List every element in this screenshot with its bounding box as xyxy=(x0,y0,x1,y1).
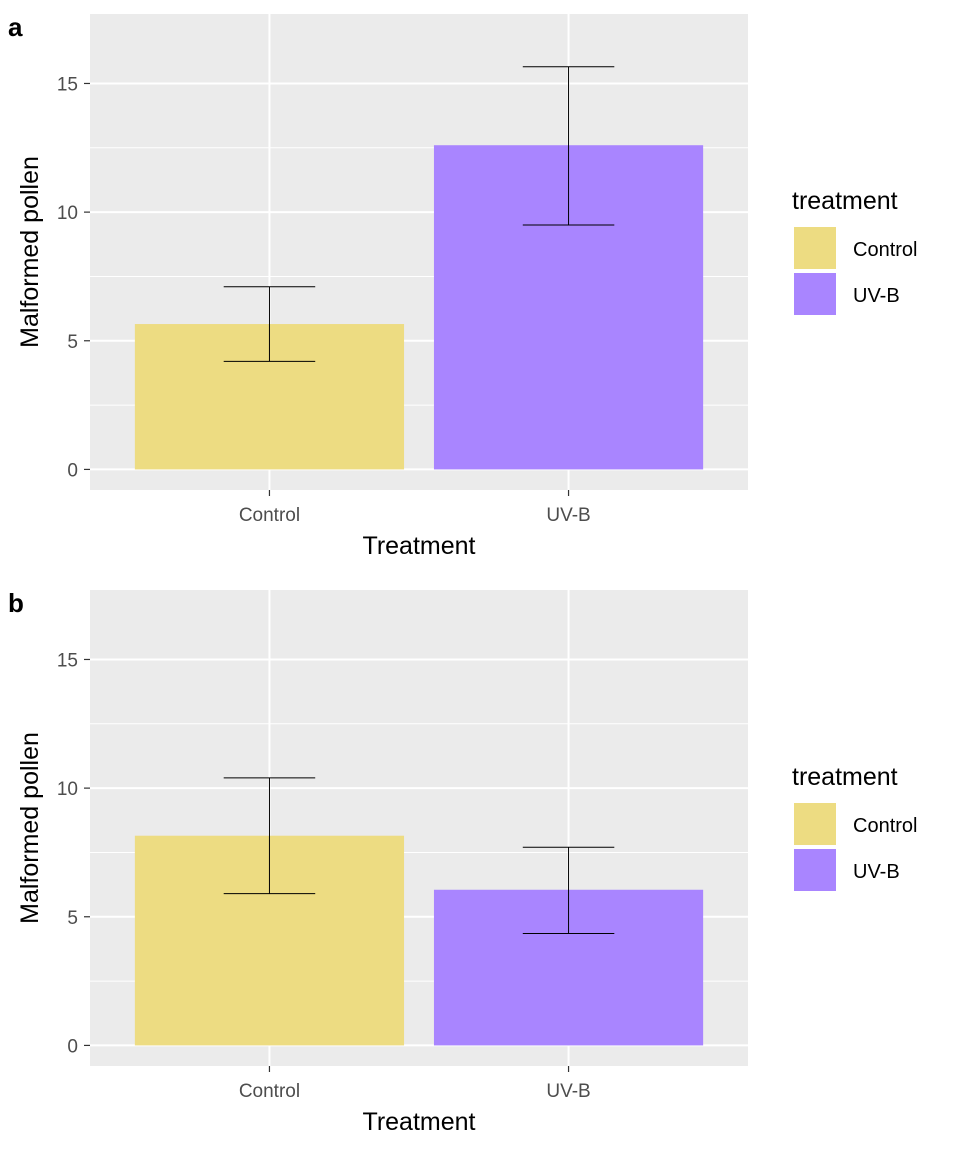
x-tick-label: Control xyxy=(239,505,300,526)
chart-panel-b: b 0 5 10 15 Control UV-B Treatment Malformed pol… xyxy=(8,588,917,1136)
panel-letter: a xyxy=(8,12,23,42)
y-tick-label: 10 xyxy=(57,779,78,800)
legend-label: UV-B xyxy=(853,285,900,307)
y-tick-label: 15 xyxy=(57,74,78,95)
error-bar xyxy=(223,777,316,895)
y-tick-label: 0 xyxy=(67,1036,78,1057)
error-bar xyxy=(522,66,615,226)
legend: treatment Control UV-B xyxy=(792,187,917,317)
x-tick-label: UV-B xyxy=(546,505,590,526)
legend-label: Control xyxy=(853,815,917,837)
y-tick-label: 5 xyxy=(67,908,78,929)
legend-title: treatment xyxy=(792,763,898,791)
y-axis-title: Malformed pollen xyxy=(16,156,44,348)
legend-key-control xyxy=(792,801,838,847)
y-axis-title: Malformed pollen xyxy=(16,732,44,924)
legend-title: treatment xyxy=(792,187,898,215)
legend: treatment Control UV-B xyxy=(792,763,917,893)
legend-label: UV-B xyxy=(853,861,900,883)
x-axis-title: Treatment xyxy=(362,1108,475,1136)
panel-letter: b xyxy=(8,588,24,618)
legend-key-uv-b xyxy=(792,271,838,317)
y-tick-label: 10 xyxy=(57,203,78,224)
y-tick-label: 15 xyxy=(57,650,78,671)
error-bar xyxy=(223,286,316,362)
x-axis-title: Treatment xyxy=(362,532,475,560)
y-tick-label: 5 xyxy=(67,332,78,353)
chart-panel-a: a 0 5 10 15 Control UV-B Treatment Malformed pol… xyxy=(8,12,917,560)
legend-key-uv-b xyxy=(792,847,838,893)
error-bar xyxy=(522,846,615,934)
legend-label: Control xyxy=(853,239,917,261)
legend-key-control xyxy=(792,225,838,271)
x-tick-label: UV-B xyxy=(546,1081,590,1102)
x-tick-label: Control xyxy=(239,1081,300,1102)
y-tick-label: 0 xyxy=(67,460,78,481)
